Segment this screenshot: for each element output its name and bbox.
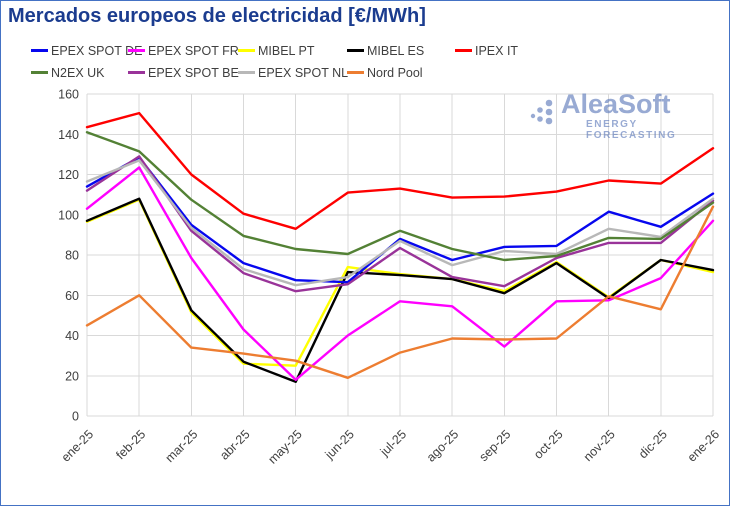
legend-item-nord-pool: Nord Pool — [347, 65, 423, 81]
series-line-epex-spot-fr — [85, 166, 715, 381]
page-title: Mercados europeos de electricidad [€/MWh… — [8, 5, 426, 27]
legend-item-epex-spot-be: EPEX SPOT BE — [128, 65, 239, 81]
legend-item-mibel-es: MIBEL ES — [347, 43, 424, 59]
legend-label: EPEX SPOT DE — [51, 44, 143, 58]
legend-color-swatch — [31, 49, 48, 53]
y-axis-tick-label: 120 — [58, 168, 79, 182]
series-line-n2ex-uk — [85, 130, 715, 262]
legend-label: Nord Pool — [367, 66, 423, 80]
y-axis-tick-label: 40 — [65, 329, 79, 343]
x-axis-tick-label: dic-25 — [636, 427, 670, 461]
legend-label: EPEX SPOT BE — [148, 66, 239, 80]
legend-color-swatch — [128, 49, 145, 53]
series-line-ipex-it — [85, 111, 715, 231]
x-axis-tick-label: jun-25 — [322, 427, 357, 462]
y-axis-tick-label: 160 — [58, 88, 79, 102]
y-axis-tick-label: 0 — [72, 410, 79, 424]
legend-color-swatch — [347, 71, 364, 75]
legend-label: MIBEL PT — [258, 44, 315, 58]
legend-color-swatch — [455, 49, 472, 53]
x-axis-tick-label: may-25 — [265, 427, 304, 466]
y-axis-tick-label: 60 — [65, 289, 79, 303]
series-line-mibel-es — [85, 197, 715, 383]
x-axis-tick-label: ene-25 — [59, 427, 96, 464]
legend-label: EPEX SPOT FR — [148, 44, 239, 58]
series-line-nord-pool — [85, 205, 715, 379]
legend-item-ipex-it: IPEX IT — [455, 43, 518, 59]
legend-color-swatch — [347, 49, 364, 53]
x-axis-tick-label: ago-25 — [424, 427, 461, 464]
x-axis-tick-label: abr-25 — [217, 427, 252, 462]
x-axis-tick-label: jul-25 — [377, 427, 409, 459]
legend-color-swatch — [238, 49, 255, 53]
y-axis-tick-label: 80 — [65, 249, 79, 263]
x-axis-tick-label: feb-25 — [113, 427, 148, 462]
legend-label: N2EX UK — [51, 66, 105, 80]
legend-label: MIBEL ES — [367, 44, 425, 58]
legend-color-swatch — [238, 71, 255, 75]
series-line-epex-spot-be — [85, 155, 715, 293]
legend-item-epex-spot-de: EPEX SPOT DE — [31, 43, 142, 59]
legend-label: IPEX IT — [475, 44, 519, 58]
x-axis-tick-label: oct-25 — [531, 427, 565, 461]
legend-color-swatch — [31, 71, 48, 75]
legend-color-swatch — [128, 71, 145, 75]
x-axis-tick-label: mar-25 — [163, 427, 201, 465]
legend-item-epex-spot-nl: EPEX SPOT NL — [238, 65, 348, 81]
y-axis-tick-label: 20 — [65, 369, 79, 383]
legend-label: EPEX SPOT NL — [258, 66, 349, 80]
x-axis-tick-label: nov-25 — [581, 427, 618, 464]
legend-item-n2ex-uk: N2EX UK — [31, 65, 105, 81]
x-axis-tick-label: sep-25 — [477, 427, 514, 464]
legend-item-epex-spot-fr: EPEX SPOT FR — [128, 43, 239, 59]
series-line-epex-spot-nl — [85, 159, 715, 287]
legend-item-mibel-pt: MIBEL PT — [238, 43, 315, 59]
series-line-epex-spot-de — [85, 156, 715, 284]
y-axis-tick-label: 100 — [58, 208, 79, 222]
y-axis-tick-label: 140 — [58, 128, 79, 142]
x-axis-tick-label: ene-26 — [685, 427, 722, 464]
